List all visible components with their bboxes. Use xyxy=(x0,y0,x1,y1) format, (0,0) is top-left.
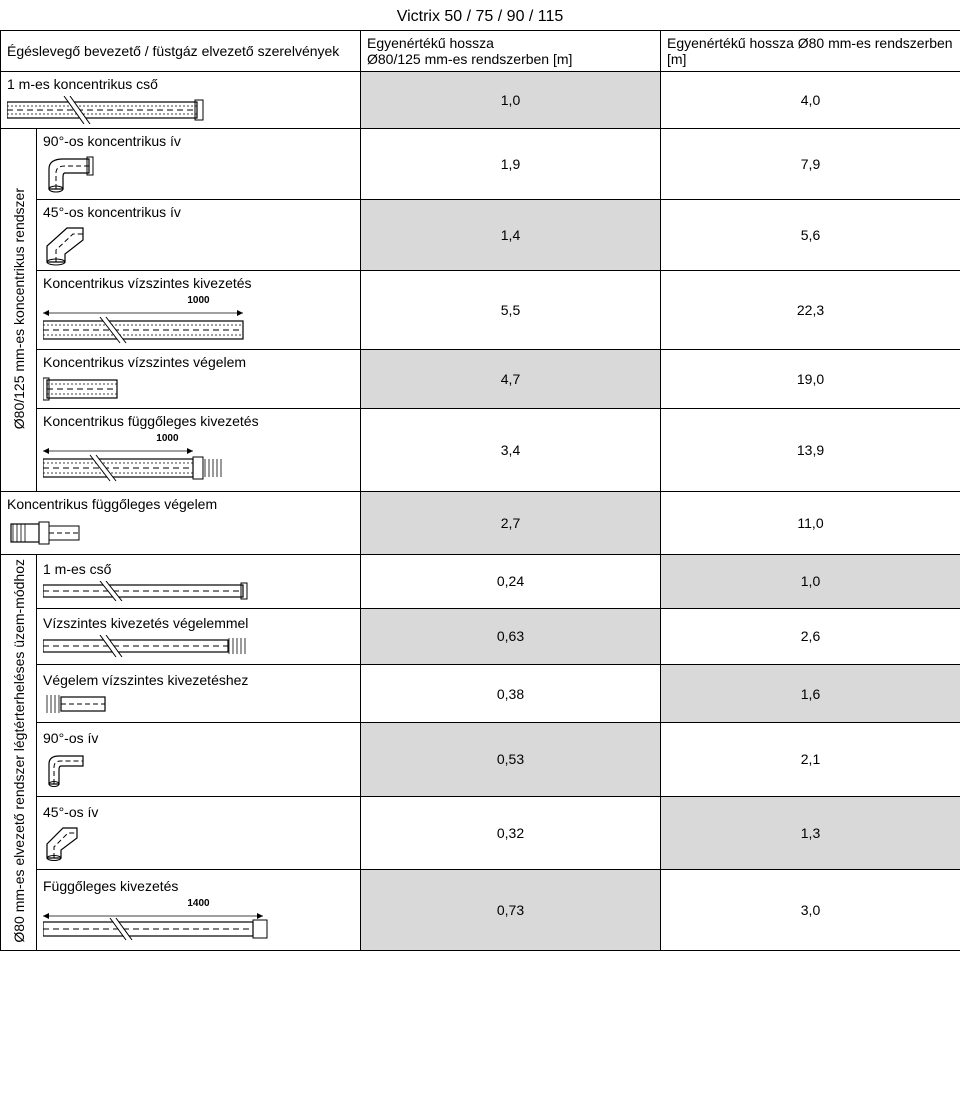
pipe-thin-grid-icon xyxy=(43,635,354,657)
value-col1: 4,7 xyxy=(361,350,661,409)
row-label: Koncentrikus vízszintes végelem xyxy=(43,354,354,370)
table-row: Függőleges kivezetés 1400 0,73 xyxy=(1,870,960,950)
value-col1: 2,7 xyxy=(361,492,661,555)
table-row: 1 m-es koncentrikus cső 1,0 4,0 xyxy=(1,72,960,129)
value-col2: 11,0 xyxy=(661,492,960,555)
table-row: Koncentrikus vízszintes végelem 4,7 19,0 xyxy=(1,350,960,409)
row-label: Vízszintes kivezetés végelemmel xyxy=(43,615,354,631)
hdr-col3: Egyenértékű hossza Ø80 mm-es rendszerben… xyxy=(661,31,960,72)
end-cap-icon xyxy=(7,516,354,550)
side-label-2: Ø80 mm-es elvezető rendszer légtérterhel… xyxy=(1,555,37,951)
value-col2: 5,6 xyxy=(661,200,960,271)
value-col2: 2,1 xyxy=(661,723,960,797)
value-col1: 1,9 xyxy=(361,129,661,200)
value-col1: 1,0 xyxy=(361,72,661,129)
end-short-icon xyxy=(43,374,354,404)
value-col2: 1,0 xyxy=(661,555,960,609)
table-row: 90°-os ív 0,53 2,1 xyxy=(1,723,960,797)
table-row: Koncentrikus vízszintes kivezetés 1000 xyxy=(1,271,960,350)
end-grid-icon xyxy=(43,692,354,716)
table-row: 45°-os ív 0,32 1,3 xyxy=(1,796,960,870)
table-row: Vízszintes kivezetés végelemmel xyxy=(1,608,960,664)
table-row: Végelem vízszintes kivezetéshez 0,38 1,6 xyxy=(1,664,960,722)
value-col1: 0,32 xyxy=(361,796,661,870)
elbow45-thin-icon xyxy=(43,824,354,862)
row-label: Függőleges kivezetés xyxy=(43,878,354,894)
value-col2: 7,9 xyxy=(661,129,960,200)
row-label: 45°-os ív xyxy=(43,804,354,820)
table-row: Koncentrikus függőleges végelem 2,7 xyxy=(1,492,960,555)
row-label: 90°-os ív xyxy=(43,730,354,746)
row-label: 45°-os koncentrikus ív xyxy=(43,204,354,220)
row-label: Koncentrikus vízszintes kivezetés xyxy=(43,275,354,291)
row-label: Koncentrikus függőleges végelem xyxy=(7,496,354,512)
spec-table: Égéslevegő bevezető / füstgáz elvezető s… xyxy=(0,30,960,951)
value-col2: 1,6 xyxy=(661,664,960,722)
elbow45-icon xyxy=(43,224,354,266)
pipe-icon xyxy=(7,96,354,124)
pipe-end-dim-icon: 1000 xyxy=(43,433,354,487)
value-col2: 1,3 xyxy=(661,796,960,870)
header-row: Égéslevegő bevezető / füstgáz elvezető s… xyxy=(1,31,960,72)
row-label: Koncentrikus függőleges kivezetés xyxy=(43,413,354,429)
table-row: Ø80 mm-es elvezető rendszer légtérterhel… xyxy=(1,555,960,609)
value-col2: 4,0 xyxy=(661,72,960,129)
page-title: Victrix 50 / 75 / 90 / 115 xyxy=(0,0,960,30)
value-col1: 5,5 xyxy=(361,271,661,350)
value-col2: 13,9 xyxy=(661,409,960,492)
value-col2: 3,0 xyxy=(661,870,960,950)
value-col2: 19,0 xyxy=(661,350,960,409)
row-label: 90°-os koncentrikus ív xyxy=(43,133,354,149)
table-row: 45°-os koncentrikus ív 1,4 5,6 xyxy=(1,200,960,271)
value-col2: 22,3 xyxy=(661,271,960,350)
table-row: Koncentrikus függőleges kivezetés 1000 xyxy=(1,409,960,492)
hdr-col1: Égéslevegő bevezető / füstgáz elvezető s… xyxy=(1,31,361,72)
side-label-1: Ø80/125 mm-es koncentrikus rendszer xyxy=(1,129,37,492)
value-col1: 0,38 xyxy=(361,664,661,722)
pipe-dim-icon: 1000 xyxy=(43,295,354,345)
value-col1: 1,4 xyxy=(361,200,661,271)
pipe-thin-icon xyxy=(43,581,354,601)
value-col1: 0,73 xyxy=(361,870,661,950)
value-col1: 3,4 xyxy=(361,409,661,492)
value-col2: 2,6 xyxy=(661,608,960,664)
hdr-col2: Egyenértékű hossza Ø80/125 mm-es rendsze… xyxy=(361,31,661,72)
elbow90-icon xyxy=(43,153,354,195)
elbow90-thin-icon xyxy=(43,750,354,788)
row-label: 1 m-es cső xyxy=(43,561,354,577)
pipe-dim-1400-icon: 1400 xyxy=(43,898,354,942)
row-label: Végelem vízszintes kivezetéshez xyxy=(43,672,354,688)
value-col1: 0,63 xyxy=(361,608,661,664)
value-col1: 0,53 xyxy=(361,723,661,797)
value-col1: 0,24 xyxy=(361,555,661,609)
table-row: Ø80/125 mm-es koncentrikus rendszer 90°-… xyxy=(1,129,960,200)
row-label: 1 m-es koncentrikus cső xyxy=(7,76,354,92)
